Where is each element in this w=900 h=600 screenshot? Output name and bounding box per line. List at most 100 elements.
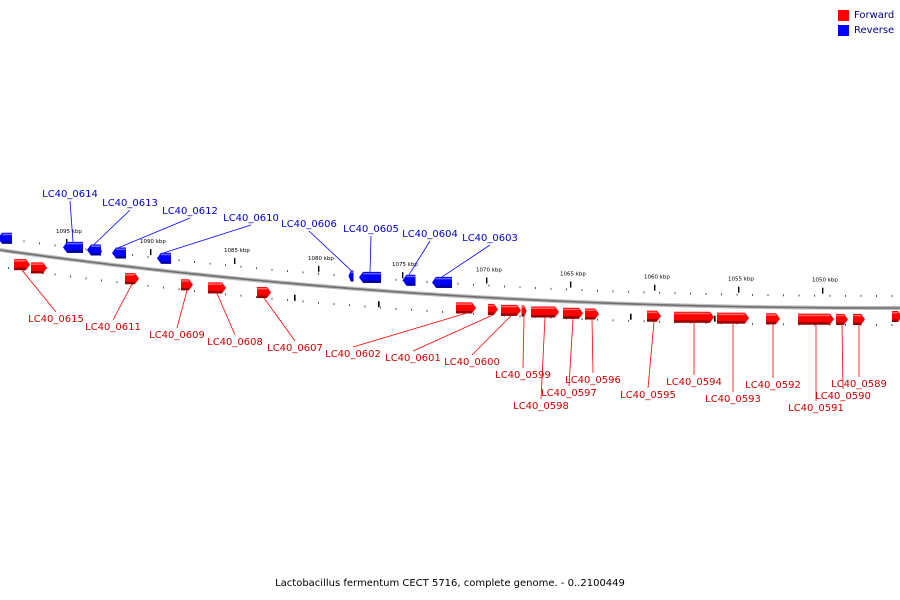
gene-arrow-unlabeled-highlight — [892, 311, 898, 314]
gene-arrow — [521, 305, 527, 317]
gene-label: LC40_0596 — [565, 375, 621, 386]
minor-tick — [488, 284, 490, 287]
gene-arrow-shade — [181, 287, 189, 291]
gene-arrow — [647, 310, 661, 322]
minor-tick — [659, 320, 660, 323]
minor-tick — [845, 323, 846, 326]
minor-tick — [829, 294, 831, 297]
minor-tick — [783, 323, 784, 326]
tick-label: 1065 kbp — [560, 272, 586, 278]
legend-forward-label: Forward — [854, 10, 895, 21]
gene-arrow-shade — [521, 313, 525, 317]
gene-arrow-body — [531, 306, 559, 318]
gene-arrow-highlight — [521, 306, 525, 308]
leader-line — [352, 312, 467, 348]
minor-tick — [101, 279, 102, 282]
gene-arrow-shade — [257, 295, 267, 298]
gene-arrow-shade — [563, 316, 579, 319]
gene-arrow — [181, 279, 193, 291]
gene-arrow-highlight — [563, 308, 579, 311]
leader-line — [176, 290, 188, 329]
leader-line — [263, 297, 296, 342]
leader-line — [163, 224, 252, 254]
gene-arrow-highlight — [836, 314, 844, 317]
gene-label: LC40_0607 — [267, 343, 323, 354]
minor-tick — [23, 240, 25, 243]
minor-tick — [194, 290, 195, 292]
gene-label: LC40_0597 — [541, 388, 597, 399]
gene-arrow-highlight — [116, 248, 126, 251]
minor-tick — [457, 282, 459, 285]
minor-tick — [101, 250, 102, 253]
minor-tick — [752, 322, 753, 325]
gene-arrow-unlabeled — [0, 232, 12, 244]
minor-tick — [70, 275, 71, 278]
gene-arrow-shade — [853, 322, 861, 325]
gene-arrow-highlight — [91, 245, 101, 247]
gene-label: LC40_0594 — [666, 377, 722, 388]
gene-label: LC40_0612 — [162, 206, 218, 217]
major-tick — [486, 277, 488, 284]
gene-arrow-shade — [67, 250, 83, 253]
minor-tick — [85, 248, 87, 251]
gene-arrow-unlabeled — [31, 262, 47, 274]
gene-arrow — [157, 252, 171, 264]
minor-tick — [271, 268, 273, 271]
gene-arrow — [585, 308, 599, 320]
gene-label: LC40_0605 — [343, 224, 399, 235]
gene-arrow — [432, 276, 452, 288]
minor-tick — [318, 301, 319, 304]
gene-arrow — [674, 311, 714, 323]
major-tick — [654, 284, 656, 291]
minor-tick — [504, 285, 505, 288]
gene-arrow-unlabeled-shade — [892, 319, 898, 322]
gene-arrow-highlight — [125, 274, 135, 276]
gene-arrow — [87, 244, 101, 256]
minor-tick — [132, 254, 133, 257]
legend-reverse: Reverse — [838, 23, 894, 38]
gene-arrow-highlight — [717, 313, 745, 316]
gene-label: LC40_0606 — [281, 219, 337, 230]
gene-arrow-highlight — [853, 314, 861, 317]
gene-arrow-shade — [363, 280, 381, 283]
minor-tick — [194, 261, 195, 263]
minor-tick — [349, 304, 350, 307]
gene-arrow-shade — [14, 267, 26, 271]
tick-label: 1075 kbp — [392, 262, 418, 268]
gene-arrow-highlight — [488, 304, 494, 307]
gene-arrow-highlight — [350, 271, 354, 273]
minor-tick — [876, 324, 877, 326]
gene-arrow — [112, 247, 126, 259]
major-tick — [738, 286, 740, 293]
gene-arrow-shade — [647, 319, 657, 322]
gene-arrow-unlabeled-shade — [2, 241, 12, 244]
gene-arrow-shade — [488, 312, 494, 315]
gene-arrow-highlight — [67, 242, 83, 245]
major-tick — [234, 258, 236, 265]
tick-label: 1060 kbp — [644, 275, 670, 281]
minor-tick — [395, 278, 397, 281]
gene-arrow-body — [585, 308, 599, 320]
gene-arrow-highlight — [436, 277, 452, 280]
leader-line — [441, 244, 491, 278]
leader-line — [112, 283, 133, 321]
forward-swatch — [838, 10, 849, 21]
minor-tick — [287, 270, 288, 273]
gene-arrow-shade — [208, 290, 222, 294]
gene-arrow-highlight — [647, 311, 657, 314]
gene-arrow-highlight — [585, 309, 595, 312]
leader-line — [412, 314, 494, 352]
gene-label: LC40_0608 — [207, 337, 263, 348]
gene-arrow — [488, 303, 498, 315]
gene-label: LC40_0590 — [815, 391, 871, 402]
gene-arrow — [853, 313, 865, 325]
minor-tick — [752, 293, 753, 296]
gene-arrow — [563, 307, 583, 319]
gene-arrow-unlabeled-body — [31, 262, 47, 274]
leader-line — [118, 217, 191, 248]
minor-tick — [333, 303, 335, 306]
gene-arrow — [531, 306, 559, 318]
minor-tick — [225, 293, 226, 296]
leader-line — [522, 316, 525, 369]
gene-arrow-shade — [436, 285, 452, 288]
